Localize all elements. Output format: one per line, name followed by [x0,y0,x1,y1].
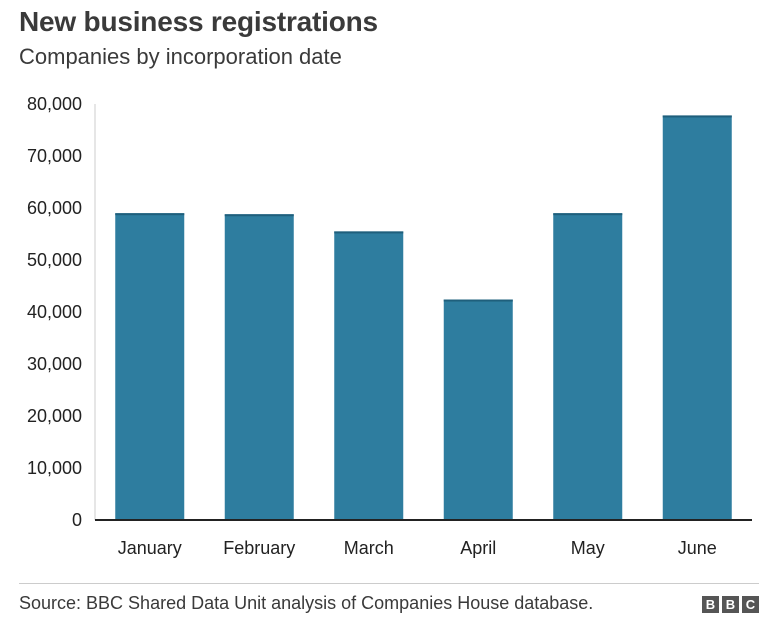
bar [443,299,513,520]
chart-title: New business registrations [19,6,378,37]
bar [224,214,294,521]
y-tick-label: 40,000 [27,302,82,322]
bar [553,213,623,520]
y-tick-label: 80,000 [27,94,82,114]
bar-top-edge [115,213,185,216]
x-tick-label: January [118,538,182,558]
y-tick-label: 0 [72,510,82,530]
x-tick-label: March [344,538,394,558]
bar-chart: 0 10,000 20,000 30,000 40,000 50,000 60,000 70,… [27,94,752,558]
x-tick-label: June [678,538,717,558]
chart-subtitle: Companies by incorporation date [19,44,342,69]
source-divider [19,583,759,584]
bar-top-edge [224,214,294,217]
source-note: Source: BBC Shared Data Unit analysis of… [19,593,594,613]
y-tick-label: 50,000 [27,250,82,270]
y-tick-label: 70,000 [27,146,82,166]
bar-top-edge [334,231,404,234]
y-tick-label: 10,000 [27,458,82,478]
y-tick-label: 20,000 [27,406,82,426]
bar [334,231,404,520]
bar-top-edge [443,299,513,302]
bar-top-edge [553,213,623,216]
x-tick-label: May [571,538,605,558]
bbc-logo-letter: C [742,596,759,613]
bar-top-edge [662,115,732,118]
x-tick-label: February [223,538,295,558]
bbc-logo-letter: B [702,596,719,613]
y-tick-label: 60,000 [27,198,82,218]
bar [115,213,185,520]
bar [662,115,732,520]
y-tick-label: 30,000 [27,354,82,374]
bbc-logo: B B C [702,596,759,613]
bbc-logo-letter: B [722,596,739,613]
x-tick-label: April [460,538,496,558]
